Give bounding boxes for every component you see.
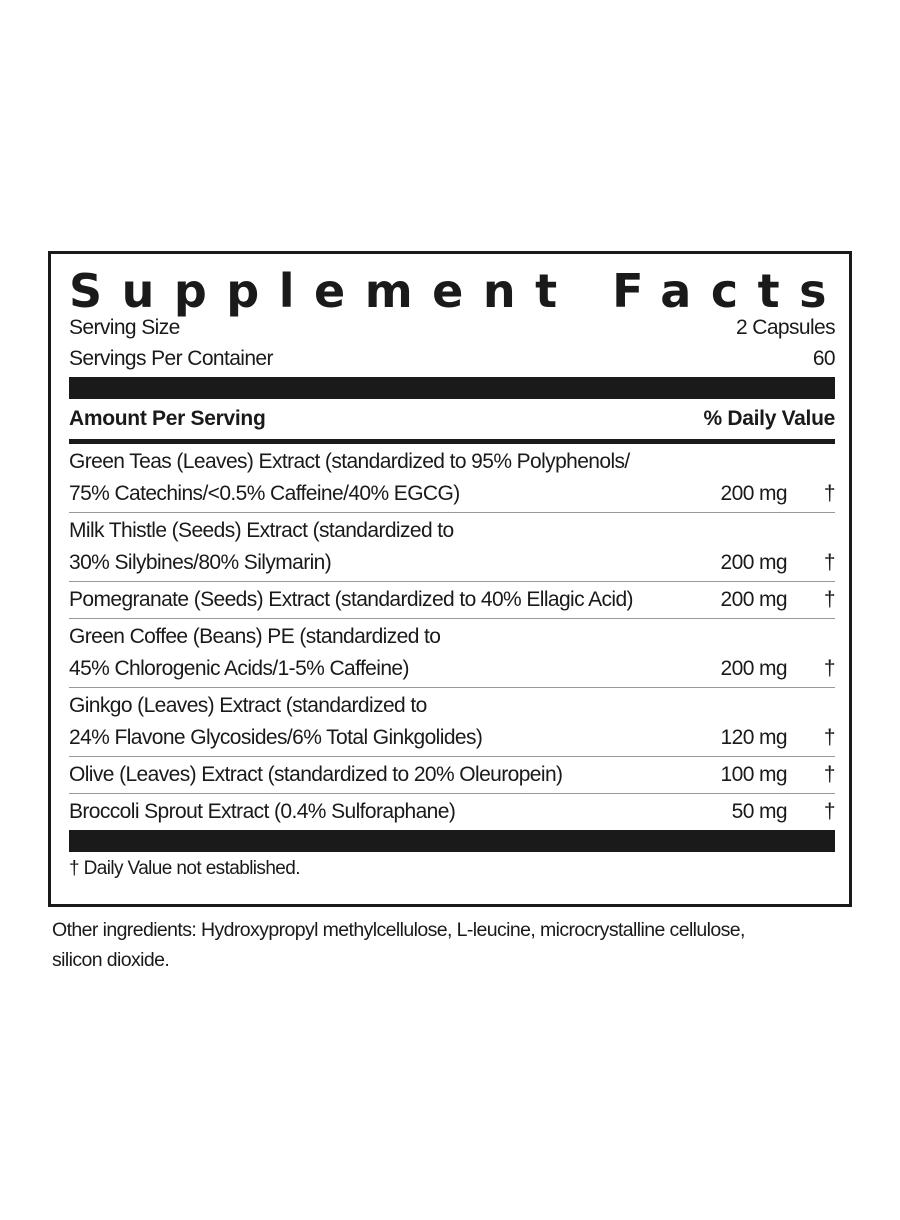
ingredient-row: Green Coffee (Beans) PE (standardized to…	[69, 619, 836, 688]
thick-divider	[69, 377, 835, 399]
serving-size-row: Serving Size 2 Capsules	[69, 312, 836, 343]
ingredient-row: Green Teas (Leaves) Extract (standardize…	[69, 444, 836, 513]
ingredient-name: Pomegranate (Seeds) Extract (standardize…	[69, 584, 687, 616]
dagger-mark: †	[823, 800, 836, 823]
ingredient-amount: 200 mg	[720, 657, 788, 680]
ingredient-row: Milk Thistle (Seeds) Extract (standardiz…	[69, 513, 836, 582]
ingredient-name-line: Ginkgo (Leaves) Extract (standardized to	[69, 694, 427, 717]
ingredient-name: Broccoli Sprout Extract (0.4% Sulforapha…	[69, 796, 687, 828]
ingredient-name-line: 75% Catechins/<0.5% Caffeine/40% EGCG)	[69, 482, 460, 505]
dagger-mark: †	[823, 551, 836, 574]
amount-per-serving-header: Amount Per Serving	[69, 407, 266, 430]
daily-value-header: % Daily Value	[703, 407, 835, 430]
ingredient-name-line: Olive (Leaves) Extract (standardized to …	[69, 763, 563, 786]
ingredient-name-line: 45% Chlorogenic Acids/1-5% Caffeine)	[69, 657, 409, 680]
ingredient-name: Ginkgo (Leaves) Extract (standardized to…	[69, 690, 687, 754]
dagger-mark: †	[823, 763, 836, 786]
ingredient-name-line: Broccoli Sprout Extract (0.4% Sulforapha…	[69, 800, 456, 823]
thick-divider-bottom	[69, 830, 835, 852]
ingredient-name-line: 30% Silybines/80% Silymarin)	[69, 551, 332, 574]
dagger-mark: †	[823, 482, 836, 505]
ingredient-name: Green Teas (Leaves) Extract (standardize…	[69, 446, 687, 510]
column-header: Amount Per Serving % Daily Value	[69, 399, 835, 439]
dagger-mark: †	[823, 588, 836, 611]
ingredient-amount: 120 mg	[720, 726, 788, 749]
ingredient-amount: 100 mg	[720, 763, 788, 786]
panel-title: Supplement Facts	[69, 264, 846, 318]
ingredient-amount: 50 mg	[731, 800, 788, 823]
servings-per-container-row: Servings Per Container 60	[69, 343, 836, 374]
ingredient-amount: 200 mg	[720, 482, 788, 505]
serving-size-label: Serving Size	[69, 316, 180, 339]
ingredient-name: Olive (Leaves) Extract (standardized to …	[69, 759, 687, 791]
ingredient-name-line: 24% Flavone Glycosides/6% Total Ginkgoli…	[69, 726, 483, 749]
ingredient-row: Broccoli Sprout Extract (0.4% Sulforapha…	[69, 794, 836, 830]
other-ingredients: Other ingredients: Hydroxypropyl methylc…	[52, 919, 745, 971]
ingredient-row: Olive (Leaves) Extract (standardized to …	[69, 757, 836, 794]
dagger-mark: †	[823, 657, 836, 680]
supplement-facts-panel: Supplement Facts Serving Size 2 Capsules…	[48, 251, 852, 907]
ingredient-name-line: Green Teas (Leaves) Extract (standardize…	[69, 450, 630, 473]
ingredient-name-line: Pomegranate (Seeds) Extract (standardize…	[69, 588, 634, 611]
footnote: † Daily Value not established.	[69, 858, 301, 879]
serving-size-value: 2 Capsules	[735, 316, 836, 339]
ingredient-list: Green Teas (Leaves) Extract (standardize…	[69, 444, 836, 830]
servings-per-container-value: 60	[812, 347, 836, 370]
dagger-mark: †	[823, 726, 836, 749]
ingredient-name-line: Milk Thistle (Seeds) Extract (standardiz…	[69, 519, 454, 542]
ingredient-row: Ginkgo (Leaves) Extract (standardized to…	[69, 688, 836, 757]
ingredient-name-line: Green Coffee (Beans) PE (standardized to	[69, 625, 441, 648]
header-divider	[69, 439, 835, 444]
ingredient-amount: 200 mg	[720, 588, 788, 611]
servings-per-container-label: Servings Per Container	[69, 347, 274, 370]
ingredient-amount: 200 mg	[720, 551, 788, 574]
ingredient-row: Pomegranate (Seeds) Extract (standardize…	[69, 582, 836, 619]
ingredient-name: Milk Thistle (Seeds) Extract (standardiz…	[69, 515, 687, 579]
ingredient-name: Green Coffee (Beans) PE (standardized to…	[69, 621, 687, 685]
